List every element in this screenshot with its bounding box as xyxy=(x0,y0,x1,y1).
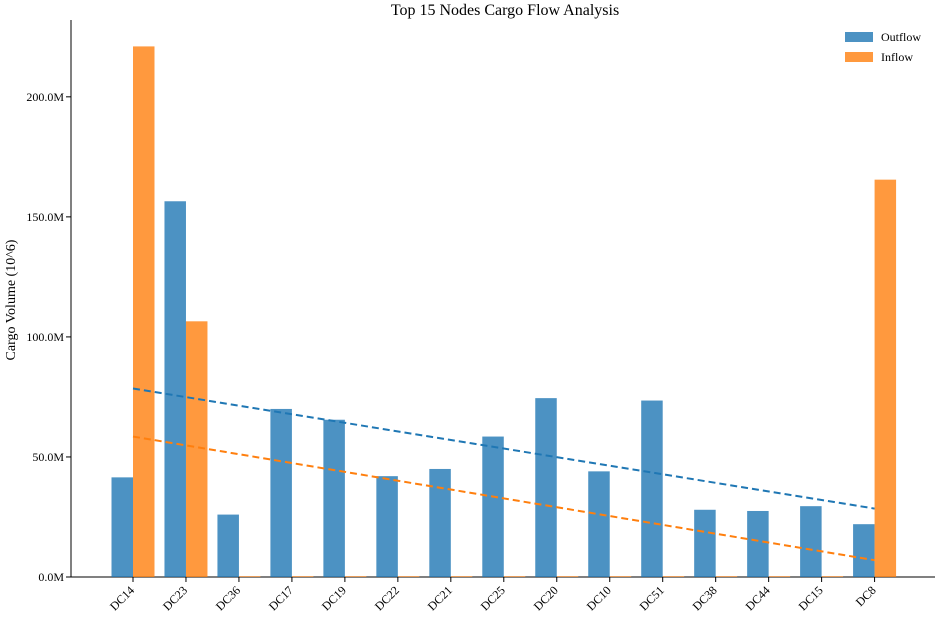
bar-outflow-dc22 xyxy=(376,476,398,577)
bar-inflow-dc10 xyxy=(609,576,632,577)
x-tick-label: DC19 xyxy=(319,583,349,613)
x-tick-label: DC17 xyxy=(266,583,296,613)
bar-outflow-dc21 xyxy=(429,468,451,577)
x-tick-label: DC36 xyxy=(213,583,243,613)
y-tick-label: 50.0M xyxy=(32,450,64,464)
legend-swatch-inflow xyxy=(845,52,873,62)
bar-outflow-dc51 xyxy=(641,400,663,577)
bar-inflow-dc14 xyxy=(133,46,155,577)
bar-inflow-dc51 xyxy=(662,576,685,577)
bar-inflow-dc17 xyxy=(291,576,314,577)
x-tick-label: DC15 xyxy=(796,583,826,613)
bar-inflow-dc38 xyxy=(715,576,738,577)
bar-inflow-dc15 xyxy=(821,576,844,577)
bar-inflow-dc20 xyxy=(556,576,579,577)
bar-outflow-dc17 xyxy=(270,408,292,577)
bar-outflow-dc38 xyxy=(694,509,716,577)
x-tick-label: DC21 xyxy=(425,583,455,613)
legend-label-inflow: Inflow xyxy=(881,50,913,64)
bar-outflow-dc19 xyxy=(323,419,345,577)
bar-inflow-dc21 xyxy=(450,576,473,577)
bar-outflow-dc23 xyxy=(164,201,186,578)
bar-outflow-dc10 xyxy=(588,471,610,577)
x-tick-label: DC8 xyxy=(853,583,879,609)
legend-swatch-outflow xyxy=(845,32,873,42)
x-tick-label: DC14 xyxy=(107,583,137,613)
bar-outflow-dc14 xyxy=(111,477,133,577)
y-axis-label: Cargo Volume (10^6) xyxy=(4,239,19,360)
x-tick-label: DC51 xyxy=(637,583,667,613)
y-tick-label: 200.0M xyxy=(26,90,64,104)
trendline-outflow xyxy=(132,387,875,510)
bar-outflow-dc36 xyxy=(217,514,239,577)
x-tick-label: DC38 xyxy=(690,583,720,613)
y-tick-label: 150.0M xyxy=(26,210,64,224)
bar-inflow-dc25 xyxy=(503,576,526,577)
chart-title: Top 15 Nodes Cargo Flow Analysis xyxy=(391,2,619,19)
x-tick-label: DC22 xyxy=(372,583,402,613)
bar-outflow-dc44 xyxy=(747,510,769,577)
x-tick-label: DC10 xyxy=(584,583,614,613)
bar-inflow-dc22 xyxy=(397,576,420,577)
bar-inflow-dc8 xyxy=(874,179,897,577)
bar-outflow-dc15 xyxy=(800,506,822,577)
plot-area: 0.0M 50.0M 100.0M 150.0M 200.0M DC14 DC23 DC36 D… xyxy=(26,20,935,613)
y-tick-label: 100.0M xyxy=(26,330,64,344)
x-tick-label: DC25 xyxy=(478,583,508,613)
x-tick-label: DC44 xyxy=(743,583,773,613)
x-tick-label: DC23 xyxy=(160,583,190,613)
x-tick-label: DC20 xyxy=(531,583,561,613)
bar-inflow-dc44 xyxy=(768,576,791,577)
bar-outflow-dc25 xyxy=(482,436,504,577)
bar-inflow-dc19 xyxy=(344,576,367,577)
legend: Outflow Inflow xyxy=(845,30,921,64)
trendline-inflow xyxy=(132,435,875,562)
bar-outflow-dc8 xyxy=(853,524,875,577)
bar-outflow-dc20 xyxy=(535,398,557,577)
legend-label-outflow: Outflow xyxy=(881,30,921,44)
bar-inflow-dc36 xyxy=(238,576,261,577)
y-tick-label: 0.0M xyxy=(38,570,64,584)
bar-inflow-dc23 xyxy=(185,321,208,577)
